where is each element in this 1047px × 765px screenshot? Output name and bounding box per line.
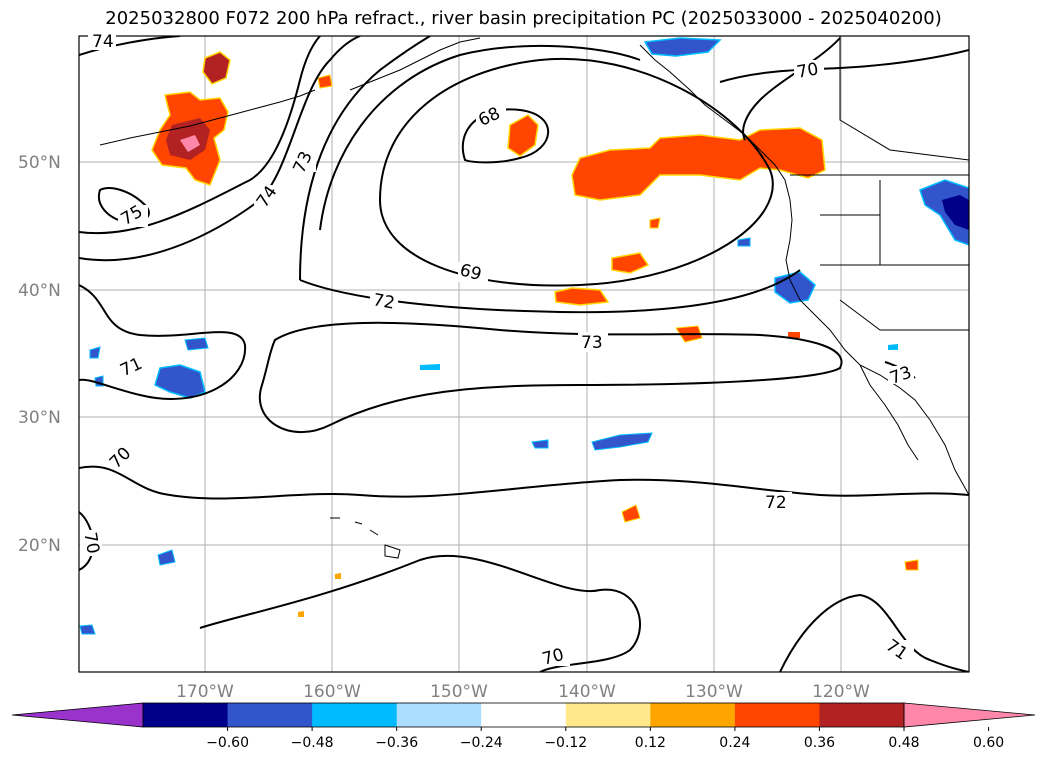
longitude-labels: 170°W 160°W 150°W 140°W 130°W 120°W <box>176 682 870 702</box>
refractivity-contours <box>79 36 969 672</box>
lon-label-140w: 140°W <box>558 682 616 702</box>
colorbar-tick-label: −0.60 <box>206 735 249 751</box>
precip-patch <box>507 114 539 157</box>
lat-label-40: 40°N <box>18 281 61 301</box>
contour-line <box>319 44 641 231</box>
precip-patch-core <box>942 195 969 230</box>
colorbar-tick-label: 0.24 <box>719 735 750 751</box>
lon-label-160w: 160°W <box>303 682 361 702</box>
precip-patch <box>571 127 826 201</box>
precip-patch <box>157 549 176 566</box>
colorbar-tick-label: −0.12 <box>544 735 587 751</box>
precip-patch <box>79 624 96 635</box>
precip-patch <box>420 364 440 370</box>
colorbar: −0.60 −0.48 −0.36 −0.24 −0.12 0.12 0.24 0.36 0.4… <box>11 702 1036 751</box>
alaska-panhandle <box>639 44 791 201</box>
state-border <box>839 299 969 331</box>
colorbar-extend-high <box>903 702 1036 728</box>
colorbar-swatches <box>11 702 1036 728</box>
contour-line <box>779 593 969 672</box>
colorbar-tick-label: −0.36 <box>375 735 418 751</box>
precip-patch <box>317 74 333 89</box>
map-frame <box>78 35 970 673</box>
baja-california <box>859 364 919 461</box>
contour-line <box>299 36 431 281</box>
precip-patch <box>89 346 101 359</box>
colorbar-swatch <box>565 703 651 727</box>
colorbar-swatch <box>481 703 567 727</box>
contour-label: 70 <box>79 531 102 556</box>
colorbar-swatch <box>650 703 736 727</box>
coastlines <box>99 36 969 559</box>
precip-patch <box>888 344 898 350</box>
contour-line <box>79 36 181 56</box>
lon-label-120w: 120°W <box>812 682 870 702</box>
colorbar-tick-label: 0.48 <box>888 735 919 751</box>
precip-patch <box>788 332 800 338</box>
precip-patch <box>531 439 549 449</box>
lat-label-50: 50°N <box>18 153 61 173</box>
lon-label-170w: 170°W <box>176 682 234 702</box>
lat-label-30: 30°N <box>18 408 61 428</box>
alaska-coast <box>349 37 481 91</box>
precip-patch <box>643 37 722 57</box>
colorbar-tick-label: −0.24 <box>460 735 503 751</box>
precip-patch <box>335 573 341 579</box>
colorbar-tick-label: 0.60 <box>973 735 1004 751</box>
contour-line <box>259 321 843 434</box>
contour-label: 72 <box>371 290 396 313</box>
colorbar-tick-label: 0.12 <box>635 735 666 751</box>
precip-positive-patches <box>151 51 919 617</box>
contour-label-group: 74 75 74 73 68 70 69 72 73 71 70 70 72 7… <box>79 32 914 670</box>
contour-label: 72 <box>765 493 787 513</box>
precip-patch <box>611 252 650 274</box>
lon-label-130w: 130°W <box>685 682 743 702</box>
precip-patch <box>202 51 231 85</box>
contour-line <box>461 108 550 164</box>
precip-patch <box>774 271 816 304</box>
colorbar-swatch <box>312 703 398 727</box>
precip-patch <box>298 611 304 617</box>
colorbar-swatch <box>734 703 820 727</box>
contour-line <box>199 554 641 672</box>
colorbar-swatch <box>227 703 313 727</box>
colorbar-outline <box>142 702 905 728</box>
us-west-coast <box>785 199 969 496</box>
precip-patch <box>154 364 206 399</box>
hawaii-islands <box>330 517 401 559</box>
contour-line <box>79 36 321 235</box>
colorbar-tick-label: 0.36 <box>804 735 835 751</box>
precip-patch <box>737 237 751 247</box>
contour-line <box>79 465 969 500</box>
contour-line <box>299 269 801 314</box>
colorbar-extend-low <box>11 702 144 728</box>
precip-patch <box>904 559 919 571</box>
contour-label: 74 <box>92 32 114 52</box>
precip-patch <box>184 337 209 351</box>
contour-label: 73 <box>581 333 603 353</box>
colorbar-swatch <box>396 703 482 727</box>
contour-label: 70 <box>795 59 820 82</box>
colorbar-swatch <box>143 703 229 727</box>
lat-label-20: 20°N <box>18 536 61 556</box>
precip-patch <box>554 287 610 306</box>
precip-patch <box>591 432 653 451</box>
state-border <box>839 36 969 161</box>
colorbar-swatch <box>819 703 905 727</box>
precip-patch <box>649 217 661 229</box>
aleutian-islands <box>99 89 316 146</box>
precip-patch-peak <box>180 135 200 152</box>
colorbar-tick-label: −0.48 <box>291 735 334 751</box>
latitude-labels: 50°N 40°N 30°N 20°N <box>18 153 61 556</box>
contour-line <box>742 37 841 141</box>
contour-line <box>79 284 247 400</box>
colorbar-tick-labels: −0.60 −0.48 −0.36 −0.24 −0.12 0.12 0.24 0.36 0.4… <box>206 727 1004 751</box>
map-title: 2025032800 F072 200 hPa refract., river … <box>105 8 942 29</box>
state-border <box>820 214 969 266</box>
precip-patch <box>621 504 641 523</box>
lon-label-150w: 150°W <box>430 682 488 702</box>
contour-line <box>719 49 969 83</box>
contour-line <box>79 36 361 262</box>
